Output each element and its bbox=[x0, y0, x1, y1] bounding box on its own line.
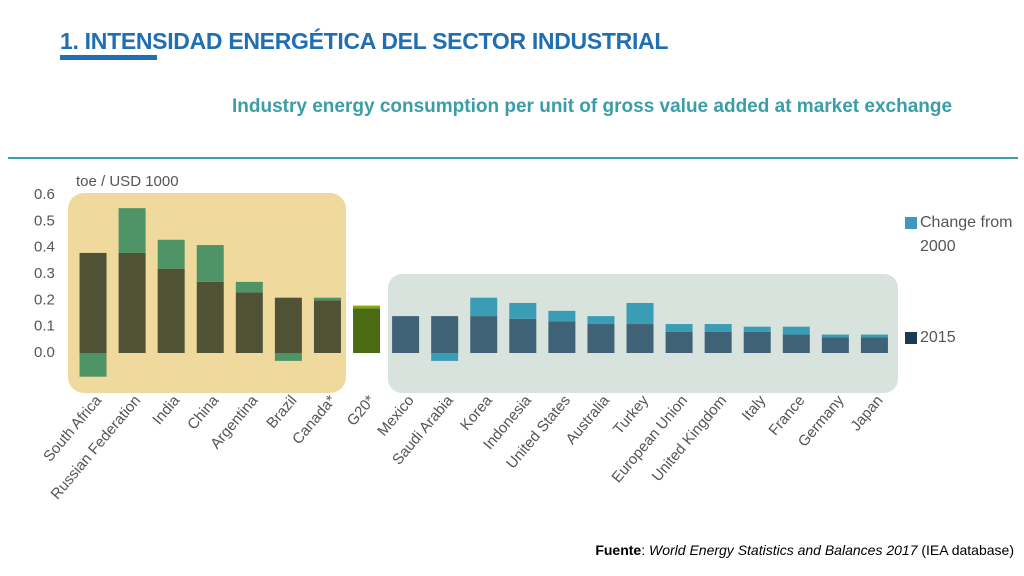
y-axis-label: toe / USD 1000 bbox=[76, 173, 179, 190]
bar bbox=[743, 331, 771, 353]
legend-swatch bbox=[905, 332, 917, 344]
x-tick-label: India bbox=[149, 392, 183, 428]
bar bbox=[157, 239, 185, 269]
y-tick-label: 0.1 bbox=[34, 318, 55, 335]
bar bbox=[274, 353, 302, 361]
bar bbox=[157, 268, 185, 353]
source: Fuente: World Energy Statistics and Bala… bbox=[595, 542, 1014, 558]
divider bbox=[8, 157, 1018, 159]
legend-label: Change from 2000 bbox=[920, 214, 1013, 255]
separator: : bbox=[641, 542, 646, 558]
bar bbox=[860, 337, 888, 353]
bar bbox=[79, 252, 107, 353]
bar bbox=[431, 316, 459, 353]
y-tick-label: 0.5 bbox=[34, 212, 55, 229]
bar bbox=[509, 318, 537, 353]
bar bbox=[118, 252, 146, 353]
bar bbox=[704, 331, 732, 353]
y-tick-label: 0.4 bbox=[34, 239, 55, 256]
bar bbox=[196, 245, 224, 282]
x-tick-label: G20* bbox=[344, 392, 379, 429]
bar bbox=[743, 326, 771, 332]
bar bbox=[704, 324, 732, 332]
bar bbox=[79, 353, 107, 377]
bar bbox=[431, 353, 459, 361]
bar bbox=[235, 281, 263, 293]
bar bbox=[548, 321, 576, 353]
x-tick-label: Brazil bbox=[263, 392, 300, 432]
bar bbox=[392, 316, 420, 353]
bar bbox=[665, 324, 693, 332]
bar bbox=[313, 300, 341, 353]
y-tick-label: 0.6 bbox=[34, 186, 55, 203]
bar bbox=[548, 310, 576, 322]
bar bbox=[509, 302, 537, 319]
y-tick-label: 0.3 bbox=[34, 265, 55, 282]
bar bbox=[587, 316, 615, 325]
bar bbox=[313, 297, 341, 301]
bar bbox=[782, 334, 810, 353]
bar bbox=[665, 331, 693, 353]
legend-label: 2015 bbox=[920, 329, 956, 346]
y-tick-label: 0.2 bbox=[34, 291, 55, 308]
x-tick-label: Korea bbox=[457, 392, 496, 434]
bar bbox=[821, 337, 849, 353]
header-underline bbox=[60, 55, 157, 60]
bar bbox=[118, 208, 146, 253]
x-tick-label: Italy bbox=[739, 392, 770, 424]
bar bbox=[860, 334, 888, 338]
source-label: Fuente bbox=[595, 542, 642, 558]
bar bbox=[821, 334, 849, 338]
bar bbox=[782, 326, 810, 335]
bar bbox=[353, 305, 381, 309]
bar bbox=[274, 297, 302, 353]
source-publisher: (IEA database) bbox=[921, 542, 1014, 558]
bar bbox=[626, 302, 654, 325]
bar bbox=[196, 281, 224, 353]
header-title: 1. INTENSIDAD ENERGÉTICA DEL SECTOR INDU… bbox=[60, 28, 669, 54]
bar bbox=[587, 324, 615, 353]
bar bbox=[235, 292, 263, 353]
x-tick-label: China bbox=[184, 392, 223, 433]
x-tick-label: Japan bbox=[847, 392, 886, 434]
bar bbox=[470, 316, 498, 353]
bar bbox=[353, 308, 381, 353]
source-title: World Energy Statistics and Balances 201… bbox=[649, 542, 918, 558]
legend-swatch bbox=[905, 217, 917, 229]
bar bbox=[626, 324, 654, 353]
chart-title: Industry energy consumption per unit of … bbox=[232, 96, 953, 117]
y-tick-label: 0.0 bbox=[34, 344, 55, 361]
bar bbox=[470, 297, 498, 317]
